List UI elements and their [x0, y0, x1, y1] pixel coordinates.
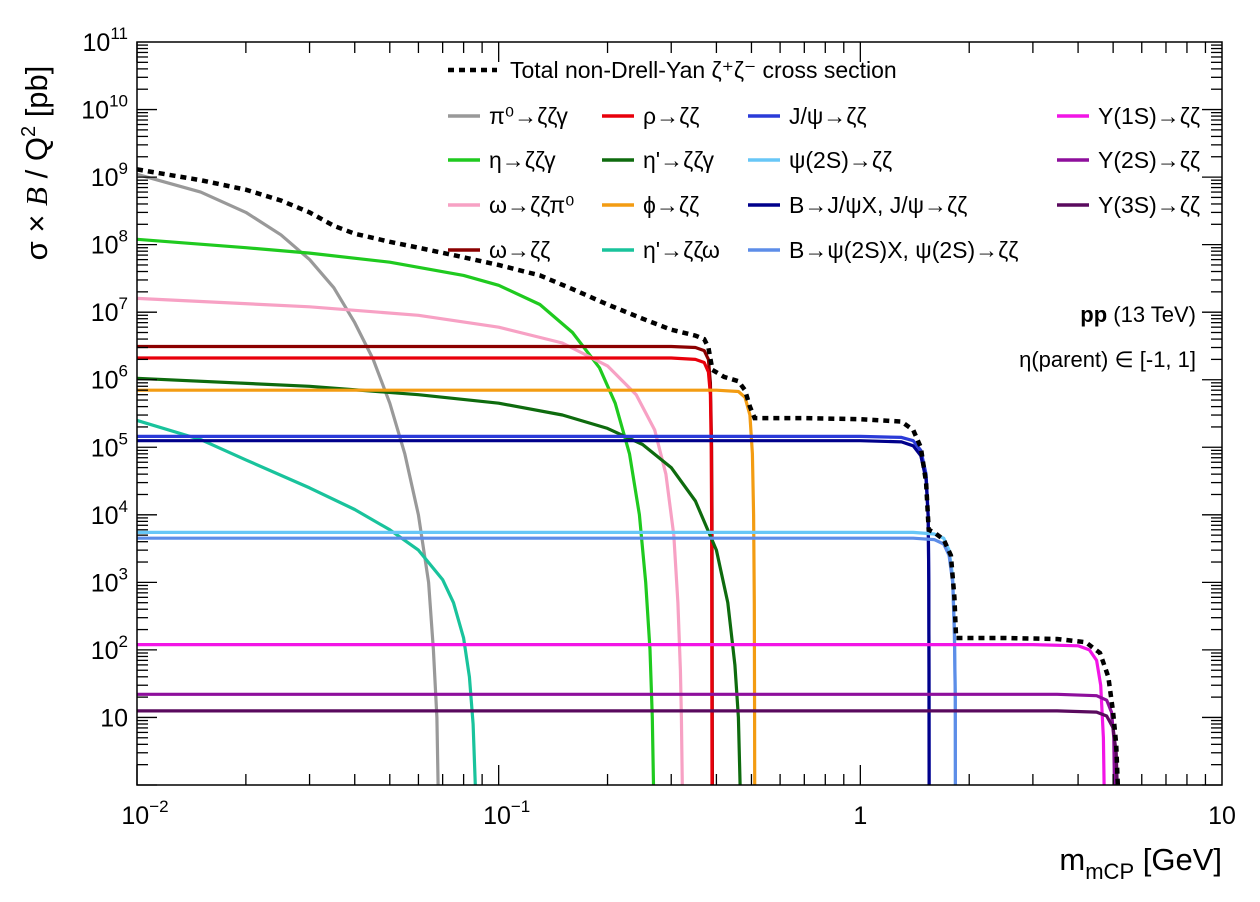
tick-marks — [136, 42, 1222, 786]
series-line-1s — [137, 643, 1106, 785]
x-tick-label: 10−1 — [483, 797, 530, 830]
y-axis-title: σ × B / Q2 [pb] — [18, 66, 54, 261]
y-tick-label: 108 — [91, 227, 128, 260]
y-tick-label: 103 — [91, 564, 128, 597]
series-line-series — [137, 388, 757, 785]
beam-label-energy: (13 TeV) — [1107, 302, 1196, 327]
legend-label-0: π⁰→ζζγ — [489, 103, 568, 129]
legend: Total non-Drell-Yan ζ⁺ζ⁻ cross section π⁰… — [448, 57, 1200, 263]
y-tick-label: 106 — [91, 362, 128, 395]
legend-label-series: η'→ζζγ — [643, 147, 714, 173]
x-tick-label: 10−2 — [121, 797, 168, 830]
y-tick-label: 102 — [91, 632, 128, 665]
legend-label-series: ω→ζζ — [489, 237, 550, 263]
series-line-series — [137, 418, 477, 785]
series-line-b-j-x-j — [137, 439, 931, 785]
legend-label-0: ω→ζζπ⁰ — [489, 192, 574, 218]
plot-frame — [136, 41, 1223, 786]
legend-label-series: ρ→ζζ — [643, 103, 699, 129]
x-tick-label: 1 — [853, 802, 867, 830]
legend-label-b-j-x-j: B→J/ψX, J/ψ→ζζ — [789, 192, 967, 218]
legend-label-series: η→ζζγ — [489, 147, 556, 173]
series-line-series — [137, 237, 656, 785]
eta-range-label: η(parent) ∈ [-1, 1] — [1019, 347, 1196, 372]
axes-layer: 10−2 10−1 1 1010102103104105106107108109101… — [81, 24, 1236, 830]
legend-label-total: Total non-Drell-Yan ζ⁺ζ⁻ cross section — [510, 57, 897, 83]
legend-label-j: J/ψ→ζζ — [789, 103, 867, 129]
curves-layer — [137, 167, 1121, 785]
y-tick-label: 104 — [91, 497, 128, 530]
series-line-3s — [137, 709, 1119, 785]
y-tick-label: 1011 — [83, 24, 128, 57]
y-tick-label: 109 — [91, 159, 128, 192]
annotations: pp (13 TeV) η(parent) ∈ [-1, 1] — [1019, 302, 1196, 372]
x-tick-label: 10 — [1208, 802, 1236, 830]
y-tick-label: 10 — [100, 704, 128, 732]
series-line-series — [137, 376, 742, 785]
legend-label-b-2s-x-2s: B→ψ(2S)X, ψ(2S)→ζζ — [789, 237, 1018, 263]
legend-label-1s: Υ(1S)→ζζ — [1098, 103, 1200, 129]
y-tick-label: 107 — [91, 294, 128, 327]
legend-label-3s: Υ(3S)→ζζ — [1098, 192, 1200, 218]
series-line-series — [137, 356, 714, 785]
y-tick-label: 105 — [91, 429, 128, 462]
legend-label-2s: Υ(2S)→ζζ — [1098, 147, 1200, 173]
legend-label-series: η'→ζζω — [643, 237, 720, 263]
legend-label-2s: ψ(2S)→ζζ — [789, 147, 892, 173]
y-tick-label: 1010 — [81, 92, 128, 125]
series-line-0 — [137, 296, 684, 785]
legend-label-series: ϕ→ζζ — [643, 192, 699, 218]
plot-area — [137, 167, 1121, 785]
beam-label: pp (13 TeV) — [1080, 302, 1196, 327]
beam-label-bold: pp — [1080, 302, 1107, 327]
